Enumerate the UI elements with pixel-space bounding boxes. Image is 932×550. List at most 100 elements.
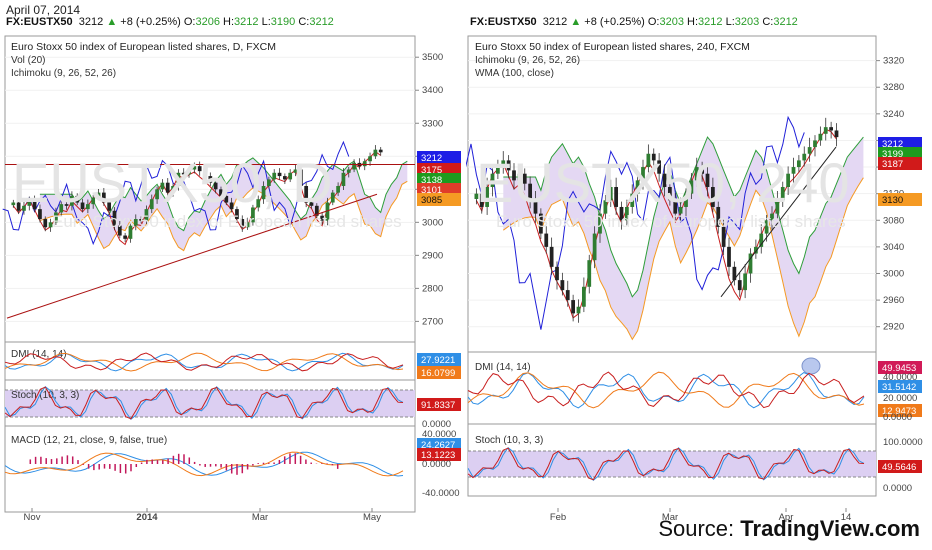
ohlc-c-value: 3212 xyxy=(773,16,798,28)
indicator-tag xyxy=(878,404,922,417)
ohlc-h-value: 3212 xyxy=(698,16,723,28)
candle-body xyxy=(512,170,516,181)
candle-body xyxy=(86,204,90,210)
indicator-tag xyxy=(417,398,461,411)
candle-body xyxy=(479,193,484,207)
candle-body xyxy=(624,206,629,221)
candle-body xyxy=(288,172,293,180)
price-tag-label: 3212 xyxy=(421,153,442,164)
x-tick-label: Mar xyxy=(662,512,678,523)
x-tick-label: Feb xyxy=(550,512,566,523)
ohlc-o-label: O: xyxy=(183,16,196,28)
candle-body xyxy=(144,209,149,221)
watermark-subtitle: Euro Stoxx 50 index of European listed s… xyxy=(52,212,402,231)
price-tag-label: 3138 xyxy=(421,175,442,186)
candle-body xyxy=(587,260,592,287)
price-tag-label: 3130 xyxy=(882,195,903,206)
candle-body xyxy=(598,213,602,234)
chikou-line xyxy=(466,115,805,330)
x-tick-label: 2014 xyxy=(136,512,158,523)
candle-body xyxy=(759,233,764,247)
candle-body xyxy=(219,189,223,196)
candle-body xyxy=(165,182,170,193)
daily-chart-svg[interactable]: EUSTX50, D Euro Stoxx 50 index of Europe… xyxy=(2,32,465,532)
macd-label: MACD (12, 21, close, 9, false, true) xyxy=(11,435,167,446)
ohlc-c-value: 3212 xyxy=(309,16,334,28)
candle-body xyxy=(517,173,522,181)
candle-body xyxy=(330,192,335,203)
candle-body xyxy=(80,202,85,210)
candle-body xyxy=(54,212,58,223)
candle-body xyxy=(48,222,53,228)
candle-body xyxy=(112,210,117,226)
daily-chart-header: FX:EUSTX50 3212 ▲ +8 (+0.25%) O:3206 H:3… xyxy=(6,16,334,28)
candle-body xyxy=(149,199,154,210)
candle-body xyxy=(538,213,543,234)
ohlc-h-value: 3212 xyxy=(234,16,259,28)
source-label: Source: xyxy=(658,516,735,541)
oscillator-line xyxy=(4,386,404,420)
indicator-tag xyxy=(417,366,461,379)
candle-body xyxy=(107,202,112,211)
candle-body xyxy=(710,187,715,207)
price-tag xyxy=(878,137,922,150)
candle-body xyxy=(705,173,710,188)
candle-body xyxy=(341,172,346,186)
h4-chart-svg[interactable]: EUSTX50, 240 Euro Stoxx 50 index of Euro… xyxy=(466,32,930,532)
indicator-panes: 49.9453 31.5142 12.9473 40.0000 20.0000 0.000… xyxy=(467,361,923,494)
candle-body xyxy=(619,206,624,221)
candle-body xyxy=(667,187,672,201)
candle-body xyxy=(261,186,266,200)
h4-chart-header: FX:EUSTX50 3212 ▲ +8 (+0.25%) O:3203 H:3… xyxy=(470,16,798,28)
candle-body xyxy=(96,192,101,198)
candle-body xyxy=(807,147,812,154)
tenkan-line xyxy=(12,150,381,246)
h4-chart-panel[interactable]: FX:EUSTX50 3212 ▲ +8 (+0.25%) O:3203 H:3… xyxy=(466,14,930,523)
indicator-axis-label: 0.0000 xyxy=(883,483,912,494)
indicator-axis-label: 40.0000 xyxy=(422,429,456,440)
chart-date: April 07, 2014 xyxy=(6,3,81,17)
candle-body xyxy=(213,182,218,190)
candle-body xyxy=(224,195,229,203)
indicator-panes: 27.9221 16.0799 91.8337 0.0000 24.262713.122… xyxy=(4,352,461,499)
candle-body xyxy=(614,187,619,207)
candle-body xyxy=(823,127,828,134)
candle-body xyxy=(802,153,807,161)
y-tick-label: 2920 xyxy=(883,322,904,333)
oscillator-line xyxy=(4,451,404,477)
candle-body xyxy=(630,193,635,207)
candle-body xyxy=(101,192,106,203)
indicator-tag-label: 31.5142 xyxy=(882,382,916,393)
indicator-axis-label: 0.0000 xyxy=(422,419,451,430)
price-tag-label: 3187 xyxy=(882,159,903,170)
candle-body xyxy=(673,200,678,214)
stoch-label: Stoch (10, 3, 3) xyxy=(11,390,79,401)
support-trendline xyxy=(6,193,378,319)
price-tag xyxy=(417,183,461,196)
indicator-tag-label: 12.9473 xyxy=(882,406,916,417)
candle-body xyxy=(251,207,255,223)
indicator-axis-label: 20.0000 xyxy=(883,393,917,404)
candle-body xyxy=(737,280,742,291)
candle-body xyxy=(197,166,202,172)
candle-body xyxy=(139,219,143,221)
candle-body xyxy=(192,166,197,170)
x-tick-label: Apr xyxy=(779,512,794,523)
ohlc-o-label: O: xyxy=(647,16,660,28)
price-tag-label: 3101 xyxy=(421,185,442,196)
ohlc-c-label: C: xyxy=(298,16,310,28)
candle-body xyxy=(495,167,500,174)
candle-body xyxy=(474,193,479,199)
dmi-label: DMI (14, 14) xyxy=(11,349,67,360)
candle-body xyxy=(775,200,780,214)
ohlc-l-label: L: xyxy=(261,16,271,28)
candle-body xyxy=(748,253,753,274)
candle-body xyxy=(171,186,175,193)
candle-body xyxy=(700,167,705,174)
candle-body xyxy=(160,182,165,190)
candle-body xyxy=(70,195,74,206)
y-tick-label: 2800 xyxy=(422,283,443,294)
senkou-b-line xyxy=(503,177,864,341)
dmi-label: DMI (14, 14) xyxy=(475,362,531,373)
daily-chart-panel[interactable]: FX:EUSTX50 3212 ▲ +8 (+0.25%) O:3206 H:3… xyxy=(2,14,465,523)
